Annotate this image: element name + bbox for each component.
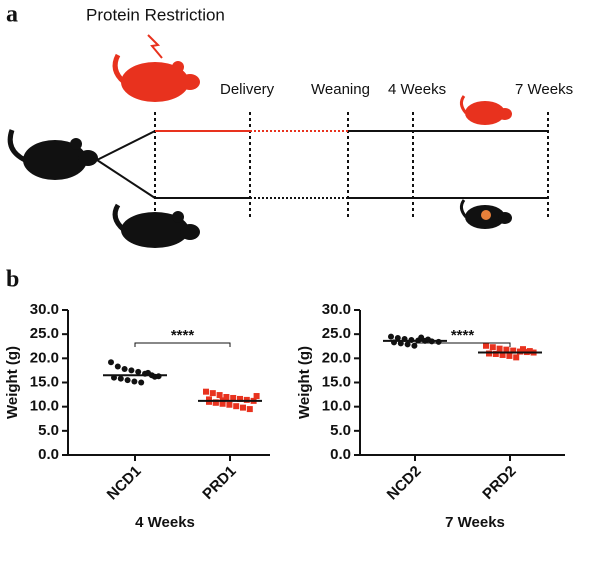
data-point (513, 354, 520, 361)
significance-bracket (134, 342, 231, 347)
y-tick-label: 25.0 (322, 325, 351, 342)
y-tick-label: 10.0 (30, 398, 59, 415)
data-point (246, 406, 253, 413)
data-point (230, 394, 237, 401)
data-point (506, 352, 513, 359)
y-tick-label: 5.0 (330, 422, 351, 439)
y-tick-label: 10.0 (322, 398, 351, 415)
x-axis-label: 7 Weeks (445, 514, 505, 531)
y-tick-label: 15.0 (30, 373, 59, 390)
data-point (138, 379, 145, 386)
timeline (96, 112, 549, 218)
y-tick-label: 0.0 (38, 446, 59, 463)
data-point (212, 399, 219, 406)
milestone: Delivery (220, 81, 275, 98)
data-point (388, 333, 394, 340)
data-point (121, 365, 128, 372)
y-axis-label: Weight (g) (296, 346, 313, 419)
data-point (131, 378, 138, 385)
data-point (223, 394, 230, 400)
panel-label: b (6, 267, 19, 293)
data-point (520, 346, 526, 353)
significance-label: **** (171, 327, 195, 344)
data-point (209, 390, 216, 397)
data-point (108, 359, 114, 366)
y-tick-label: 25.0 (30, 325, 59, 342)
data-point (206, 396, 212, 403)
data-point (128, 367, 135, 374)
data-point (526, 348, 533, 355)
significance-bracket (414, 342, 511, 347)
y-tick-label: 20.0 (30, 349, 59, 366)
y-axis-label: Weight (g) (4, 346, 21, 419)
panel-label: a (6, 2, 18, 28)
x-tick-label: PRD2 (479, 463, 519, 503)
data-point (394, 335, 401, 342)
y-tick-label: 20.0 (322, 349, 351, 366)
diagram-title: Protein Restriction (86, 5, 225, 24)
data-point (404, 341, 411, 348)
data-point (411, 342, 418, 349)
data-point (117, 375, 124, 382)
data-point (496, 345, 503, 352)
data-point (219, 400, 226, 407)
data-point (216, 392, 223, 399)
data-point (503, 346, 510, 353)
data-point (499, 351, 506, 358)
data-point (124, 377, 131, 384)
data-point (226, 401, 233, 408)
data-point (510, 347, 517, 354)
data-point (489, 344, 496, 351)
x-tick-label: NCD1 (104, 463, 145, 504)
y-tick-label: 30.0 (30, 301, 59, 318)
data-point (203, 388, 209, 395)
milestone: 4 Weeks (388, 81, 446, 98)
y-tick-label: 0.0 (330, 446, 351, 463)
y-tick-label: 15.0 (322, 373, 351, 390)
milestone: Weaning (311, 81, 370, 98)
data-point (237, 395, 243, 402)
data-point (135, 368, 142, 375)
data-point (233, 403, 240, 410)
data-point (483, 342, 489, 349)
data-point (418, 334, 425, 341)
data-point (114, 363, 121, 370)
data-point (240, 404, 246, 411)
x-axis-label: 4 Weeks (135, 514, 195, 531)
milestone: 7 Weeks (515, 81, 573, 98)
x-tick-label: NCD2 (384, 463, 425, 504)
x-tick-label: PRD1 (199, 463, 239, 503)
mouse-icons (7, 34, 512, 248)
data-point (253, 393, 260, 400)
y-tick-label: 30.0 (322, 301, 351, 318)
significance-label: **** (451, 327, 475, 344)
y-tick-label: 5.0 (38, 422, 59, 439)
data-point (492, 350, 499, 357)
